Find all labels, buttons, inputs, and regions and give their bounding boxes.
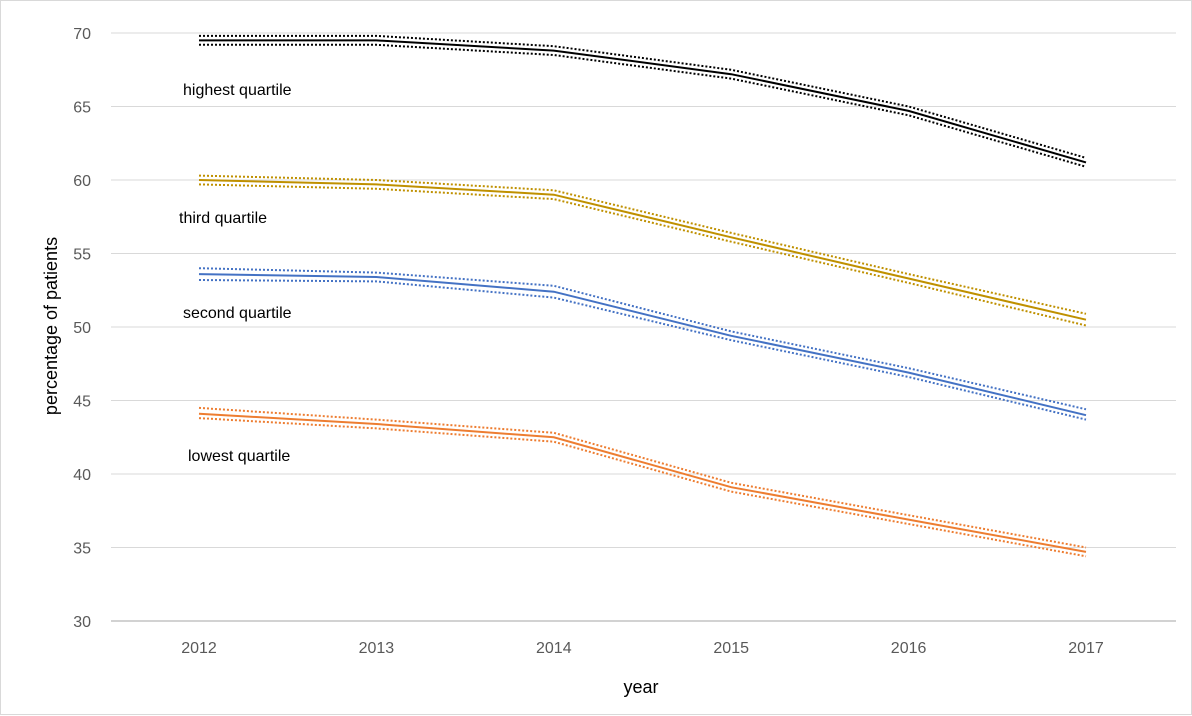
series-lower-bound [198,417,1087,558]
series-line [198,412,1087,553]
series-label: second quartile [183,305,292,322]
x-tick-label: 2016 [891,640,927,657]
y-tick-label: 60 [73,173,91,190]
y-tick-label: 45 [73,394,91,411]
y-tick-label: 30 [73,614,91,631]
series-line [198,273,1087,417]
series-upper-bound [198,406,1087,549]
gridlines [111,32,1176,622]
series-label: highest quartile [183,82,292,99]
y-tick-label: 50 [73,320,91,337]
x-tick-labels: 2012 2013 2014 2015 2016 2017 [181,640,1104,657]
x-tick-label: 2014 [536,640,572,657]
x-tick-label: 2012 [181,640,217,657]
series-lower-bound [199,43,1087,168]
y-tick-label: 40 [73,467,91,484]
x-tick-label: 2013 [359,640,395,657]
y-axis-title: percentage of patients [41,237,61,415]
series-lines [198,34,1087,558]
series-lower-bound [198,279,1087,421]
series-lower-bound [198,183,1087,327]
series-line [199,39,1087,164]
y-tick-label: 55 [73,247,91,264]
x-tick-label: 2015 [713,640,749,657]
y-tick-labels: 30 35 40 45 50 55 60 65 70 [73,26,91,631]
series-labels: highest quartile third quartile second qua… [179,82,292,465]
y-tick-label: 35 [73,541,91,558]
series-label: lowest quartile [188,448,290,465]
series-upper-bound [199,34,1087,159]
series-line [198,179,1087,321]
x-tick-label: 2017 [1068,640,1104,657]
series-label: third quartile [179,210,267,227]
x-axis-title: year [623,677,658,697]
y-tick-label: 65 [73,100,91,117]
y-tick-label: 70 [73,26,91,43]
